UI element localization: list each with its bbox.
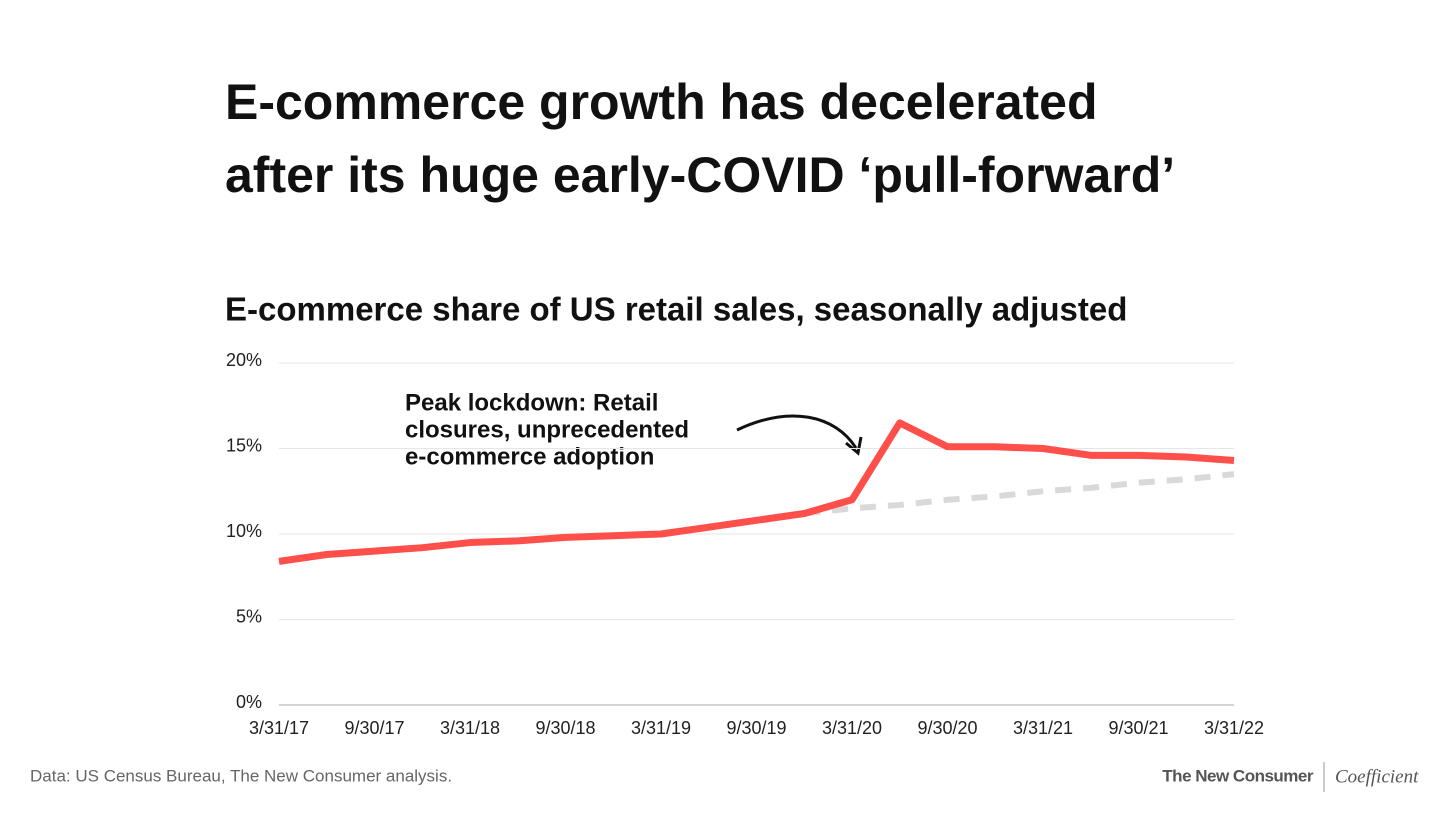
x-tick-label: 3/31/21 [1013, 718, 1073, 738]
chart-subtitle: E-commerce share of US retail sales, sea… [225, 291, 1127, 328]
x-tick-label: 3/31/20 [822, 718, 882, 738]
x-tick-label: 9/30/19 [726, 718, 786, 738]
x-tick-label: 3/31/22 [1204, 718, 1264, 738]
arrow-head [845, 436, 863, 456]
x-tick-label: 3/31/17 [249, 718, 309, 738]
annotation: e-commerce adoption [405, 443, 654, 470]
brand-logo: Coefficient [1335, 766, 1419, 787]
x-tick-label: 3/31/18 [440, 718, 500, 738]
series-line [278, 419, 1235, 565]
source-note: Data: US Census Bureau, The New Consumer… [30, 766, 452, 785]
y-tick-label: 5% [236, 606, 262, 626]
brand-logo: The New Consumer [1162, 766, 1314, 785]
series-line [803, 471, 1235, 517]
chart-title: E-commerce growth has decelerated [225, 74, 1098, 130]
x-tick-label: 9/30/18 [535, 718, 595, 738]
x-tick-label: 9/30/20 [917, 718, 977, 738]
annotation: Peak lockdown: Retail [405, 389, 658, 416]
y-tick-label: 20% [226, 350, 262, 370]
annotation: closures, unprecedented [405, 416, 689, 443]
x-tick-label: 9/30/21 [1108, 718, 1168, 738]
annotation-arrow [736, 414, 858, 449]
x-tick-label: 9/30/17 [344, 718, 404, 738]
y-tick-label: 10% [226, 521, 262, 541]
x-tick-label: 3/31/19 [631, 718, 691, 738]
chart-title: after its huge early-COVID ‘pull-forward… [225, 147, 1175, 203]
y-tick-label: 0% [236, 692, 262, 712]
y-tick-label: 15% [226, 435, 262, 455]
